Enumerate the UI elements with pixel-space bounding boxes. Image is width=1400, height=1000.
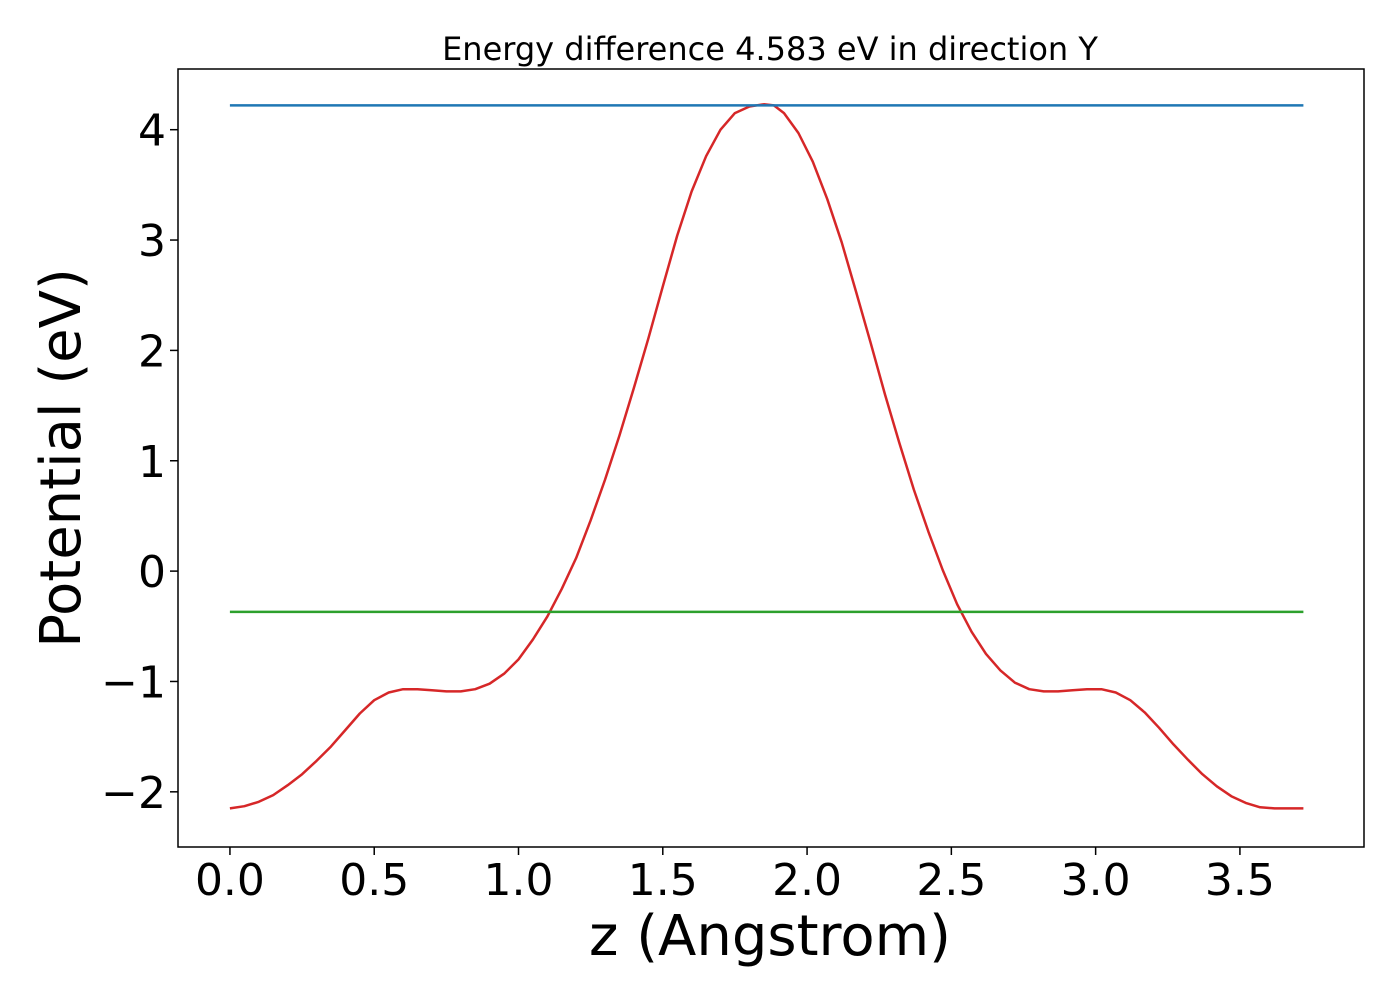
plot-frame [177,68,1365,848]
y-tick-label: 2 [138,326,166,377]
y-axis-label: Potential (eV) [29,268,94,648]
y-tick-label: 3 [138,216,166,267]
x-tick-label: 3.0 [1061,855,1131,906]
x-tick-label: 1.5 [628,855,698,906]
plot-area [229,103,1304,810]
x-tick-label: 0.5 [339,855,409,906]
x-tick-label: 2.0 [772,855,842,906]
x-tick-label: 0.0 [195,855,265,906]
y-tick-label: −1 [101,657,166,708]
y-tick-label: −2 [101,768,166,819]
x-axis-label: z (Angstrom) [589,904,951,969]
x-axis: 0.0 0.5 1.0 1.5 2.0 2.5 3.0 3.5 [195,847,1275,906]
y-axis: −2 −1 0 1 2 3 4 [101,106,178,819]
series-line-0 [229,103,1304,810]
y-tick-label: 0 [138,547,166,598]
x-tick-label: 1.0 [484,855,554,906]
chart-title: Energy difference 4.583 eV in direction … [442,30,1098,68]
y-tick-label: 4 [138,106,166,157]
x-tick-label: 2.5 [916,855,986,906]
x-tick-label: 3.5 [1205,855,1275,906]
y-tick-label: 1 [138,437,166,488]
